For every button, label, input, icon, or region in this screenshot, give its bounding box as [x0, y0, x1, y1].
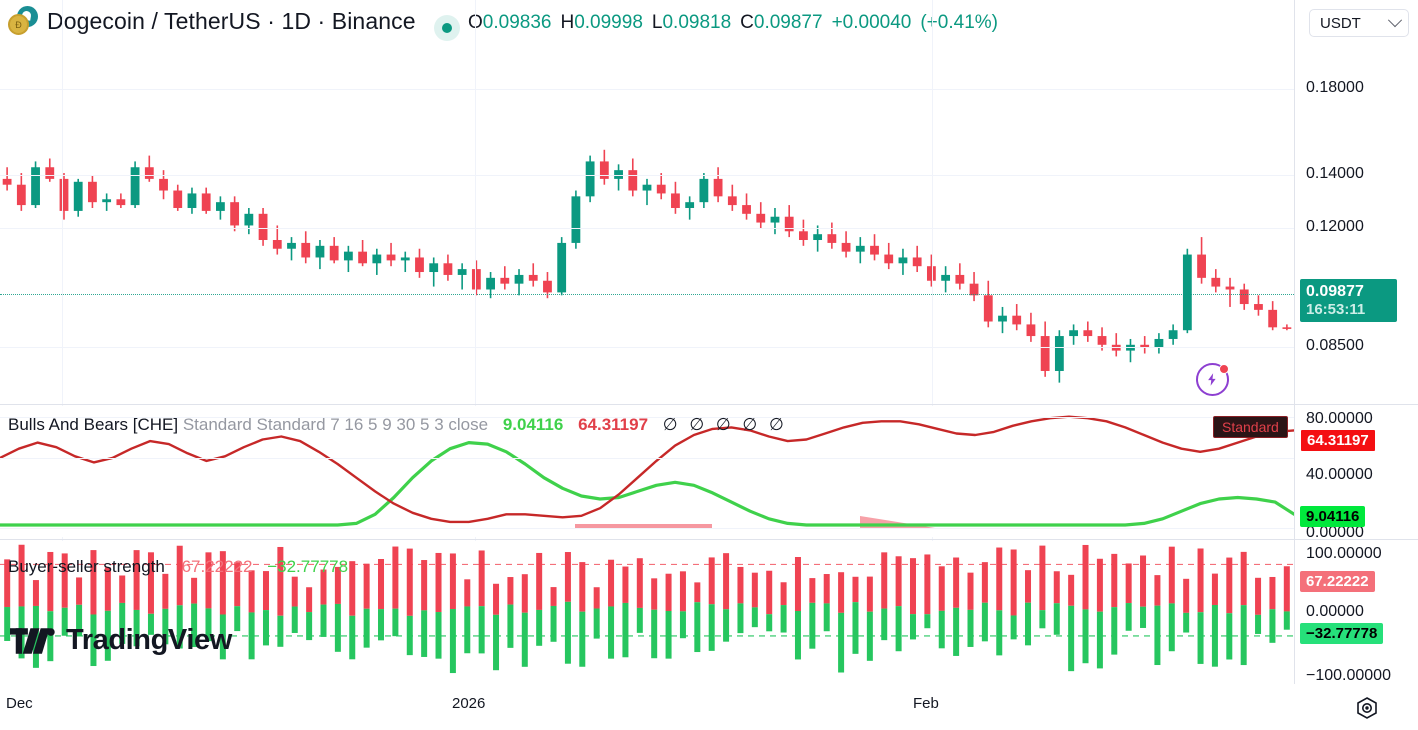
- price-chart-pane[interactable]: [0, 45, 1294, 403]
- buyer-seller-series: [0, 544, 1294, 674]
- close-label: C: [740, 12, 754, 33]
- candlestick-series: [2, 149, 1292, 383]
- high-label: H: [560, 12, 575, 33]
- price-axis-label: 0.12000: [1306, 218, 1364, 235]
- symbol-header[interactable]: Ð Dogecoin / TetherUS · 1D · Binance: [8, 6, 416, 36]
- buyer-seller-pane[interactable]: [0, 541, 1294, 684]
- bs-red-badge[interactable]: 67.22222: [1300, 571, 1375, 592]
- price-axis-label: 0.18000: [1306, 79, 1364, 96]
- time-axis-label: 2026: [452, 695, 486, 712]
- bolt-glyph: [1208, 373, 1216, 386]
- bar-countdown: 16:53:11: [1306, 301, 1366, 318]
- bulls-bears-title: Bulls And Bears [CHE]: [8, 415, 179, 434]
- bs-axis-label: −100.00000: [1306, 667, 1391, 684]
- bs-axis-label: 100.00000: [1306, 545, 1382, 562]
- change-percent: (+0.41%): [920, 12, 998, 33]
- bs-green-badge[interactable]: −32.77778: [1300, 623, 1384, 644]
- price-axis-label: 0.14000: [1306, 165, 1364, 182]
- buyer-seller-title: Buyer-seller strength: [8, 557, 165, 576]
- bb-axis-label: 80.00000: [1306, 410, 1373, 427]
- top-bar: Ð Dogecoin / TetherUS · 1D · Binance O0.…: [0, 0, 1418, 45]
- hex-target-icon[interactable]: [1355, 696, 1379, 720]
- bb-green-badge[interactable]: 9.04116: [1300, 506, 1366, 527]
- tradingview-wordmark: TradingView: [66, 624, 232, 656]
- price-axis-divider: [1294, 0, 1295, 684]
- price-axis-label: 0.08500: [1306, 337, 1364, 354]
- bulls-bears-na-4: ∅: [742, 415, 758, 434]
- doge-coin-icon: Ð: [8, 14, 29, 35]
- time-axis-label: Feb: [913, 695, 939, 712]
- lightning-bolt-icon[interactable]: [1196, 363, 1229, 396]
- current-price-value: 0.09877: [1306, 283, 1364, 300]
- open-value: 0.09836: [482, 12, 552, 33]
- page-title: Dogecoin / TetherUS · 1D · Binance: [47, 7, 416, 34]
- current-price-line: [0, 294, 1294, 295]
- bulls-bears-red-value: 64.31197: [578, 415, 649, 434]
- current-price-badge[interactable]: 0.09877 16:53:11: [1300, 279, 1397, 322]
- bulls-bears-na-3: ∅: [715, 415, 731, 434]
- notification-dot-icon: [1219, 364, 1229, 374]
- live-status-dot: [434, 15, 460, 41]
- currency-selector[interactable]: USDT: [1309, 9, 1409, 37]
- bs-axis-label: 0.00000: [1306, 603, 1364, 620]
- change-value: +0.00040: [831, 12, 912, 33]
- bb-axis-label: 40.00000: [1306, 466, 1373, 483]
- currency-label: USDT: [1320, 14, 1361, 32]
- tradingview-watermark: TradingView: [10, 624, 232, 657]
- buyer-seller-green-value: −32.77778: [267, 557, 349, 576]
- low-value: 0.09818: [662, 12, 732, 33]
- bb-axis-label: 0.00000: [1306, 524, 1364, 541]
- chevron-down-icon: [1387, 13, 1403, 28]
- bulls-bears-na-1: ∅: [662, 415, 678, 434]
- bulls-bears-na-5: ∅: [768, 415, 784, 434]
- ohlc-values: O0.09836H0.09998L0.09818C0.09877+0.00040…: [468, 10, 998, 36]
- time-axis-label: Dec: [6, 695, 33, 712]
- buyer-seller-red-value: 67.22222: [181, 557, 253, 576]
- bulls-bears-green-value: 9.04116: [502, 415, 564, 434]
- time-axis[interactable]: Dec 2026 Feb: [0, 684, 1418, 730]
- close-value: 0.09877: [753, 12, 823, 33]
- bulls-bears-na-2: ∅: [689, 415, 705, 434]
- buyer-seller-legend[interactable]: Buyer-seller strength 67.22222 −32.77778: [8, 556, 348, 578]
- bulls-bears-legend[interactable]: Bulls And Bears [CHE] Standard Standard …: [8, 414, 784, 436]
- low-label: L: [651, 12, 663, 33]
- standard-badge[interactable]: Standard: [1213, 416, 1288, 438]
- high-value: 0.09998: [574, 12, 643, 33]
- tradingview-logo-icon: [10, 627, 55, 654]
- bb-red-badge[interactable]: 64.31197: [1300, 429, 1376, 452]
- bulls-bears-pane[interactable]: [0, 406, 1294, 537]
- dogecoin-icon: Ð: [8, 6, 38, 36]
- bulls-bears-params: Standard Standard 7 16 5 9 30 5 3 close: [182, 415, 489, 434]
